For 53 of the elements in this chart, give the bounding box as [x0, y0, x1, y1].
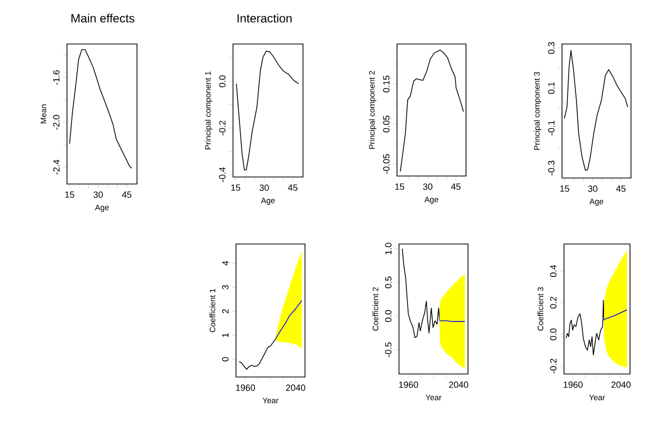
y-tick-label: 0: [222, 357, 228, 362]
x-tick-label: 2040: [286, 384, 306, 391]
line-series: [402, 248, 440, 338]
x-tick-label: 30: [94, 192, 103, 198]
x-tick-label: 45: [616, 186, 626, 192]
y-tick-label: 0.5: [385, 276, 392, 288]
y-tick-label: 1.0: [385, 242, 392, 254]
y-tick-label: 0.0: [385, 310, 392, 322]
y-tick-label: -2.0: [53, 115, 60, 130]
line-series: [238, 340, 276, 370]
x-tick-label: 1960: [399, 382, 418, 388]
x-tick-label: 2040: [449, 382, 468, 388]
y-tick-label: 0.15: [383, 76, 390, 92]
x-tick-label: 45: [451, 184, 461, 190]
y-tick-label: -0.5: [385, 342, 392, 358]
x-tick-label: 30: [423, 184, 432, 190]
y-tick-label: 1: [222, 333, 228, 338]
line-series: [274, 300, 302, 340]
y-tick-label: 2: [222, 309, 228, 314]
y-tick-label: 0.2: [550, 296, 556, 309]
x-tick-label: 2040: [611, 382, 631, 388]
y-tick-label: -0.4: [219, 167, 226, 182]
y-tick-label: 0.1: [548, 82, 554, 94]
x-tick-label: 15: [560, 186, 570, 192]
x-tick-label: 30: [260, 184, 269, 191]
y-tick-label: 0.3: [548, 42, 554, 54]
y-tick-label: 4: [222, 260, 228, 266]
line-series: [400, 50, 464, 172]
x-tick-label: 30: [588, 186, 598, 192]
y-tick-label: -0.3: [548, 160, 554, 176]
x-tick-label: 45: [122, 192, 132, 198]
chart-title: Interaction: [238, 14, 292, 22]
y-tick-label: 0.0: [219, 75, 226, 88]
x-tick-label: 1960: [564, 382, 583, 388]
chart-title: Main effects: [72, 14, 134, 22]
line-series: [604, 309, 628, 320]
y-tick-label: 0.05: [383, 116, 390, 132]
y-tick-label: 0.4: [550, 264, 556, 277]
y-tick-label: -0.1: [548, 120, 554, 136]
y-tick-label: -0.05: [383, 154, 390, 174]
line-series: [69, 49, 132, 169]
x-tick-label: 45: [288, 184, 298, 191]
y-tick-label: -0.2: [550, 358, 556, 374]
y-tick-label: -0.2: [219, 120, 226, 136]
x-tick-label: 15: [65, 192, 74, 198]
y-tick-label: -2.4: [53, 160, 60, 175]
line-series: [236, 50, 300, 170]
x-tick-label: 15: [395, 184, 404, 190]
x-tick-label: 1960: [236, 384, 256, 391]
y-tick-label: 0.0: [550, 328, 556, 340]
y-tick-label: -1.6: [53, 70, 60, 85]
x-tick-label: 15: [231, 184, 240, 191]
y-tick-label: 3: [222, 285, 228, 290]
